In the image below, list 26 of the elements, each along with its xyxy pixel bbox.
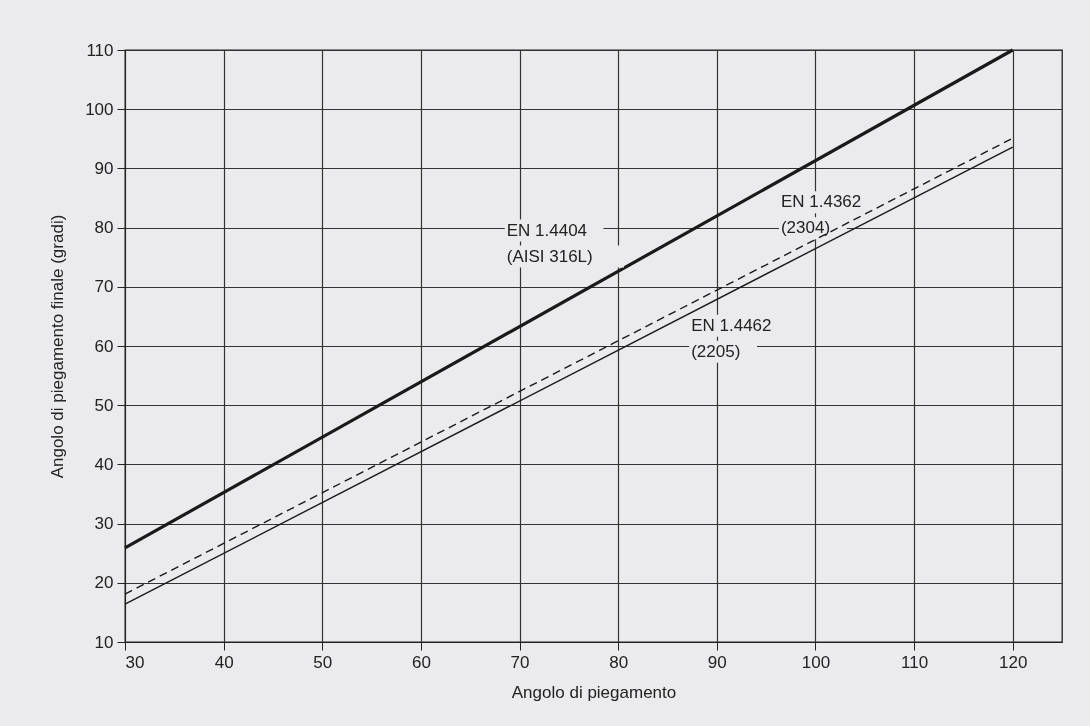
x-tick-label: 40 xyxy=(214,652,234,672)
x-axis-title: Angolo di piegamento xyxy=(511,682,677,702)
series-label: EN 1.4362 (2304) xyxy=(780,192,862,238)
y-tick-label: 70 xyxy=(94,277,114,297)
x-tick-label: 70 xyxy=(510,652,530,672)
y-tick-label: 100 xyxy=(85,99,114,119)
y-tick-label: 80 xyxy=(94,218,114,238)
y-tick-label: 60 xyxy=(94,336,114,356)
y-tick-label: 110 xyxy=(86,40,114,60)
series-label: EN 1.4462 (2205) xyxy=(691,315,772,361)
x-tick-label: 100 xyxy=(801,652,831,672)
y-tick-label: 40 xyxy=(94,454,114,474)
x-tick-label: 50 xyxy=(313,652,333,672)
x-tick-label: 80 xyxy=(609,652,629,672)
x-tick-label: 30 xyxy=(125,652,145,672)
y-axis-title: Angolo di piegamento finale (gradi) xyxy=(48,214,68,479)
x-tick-label: 60 xyxy=(411,652,431,672)
y-tick-label: 30 xyxy=(94,514,114,534)
series-label: EN 1.4404 (AISI 316L) xyxy=(506,220,593,266)
x-tick-label: 120 xyxy=(999,652,1028,672)
y-tick-label: 10 xyxy=(94,632,114,652)
x-tick-label: 110 xyxy=(901,652,929,672)
y-tick-label: 50 xyxy=(94,395,114,415)
y-tick-label: 20 xyxy=(94,573,114,593)
x-tick-label: 90 xyxy=(707,652,727,672)
y-tick-label: 90 xyxy=(94,158,114,178)
